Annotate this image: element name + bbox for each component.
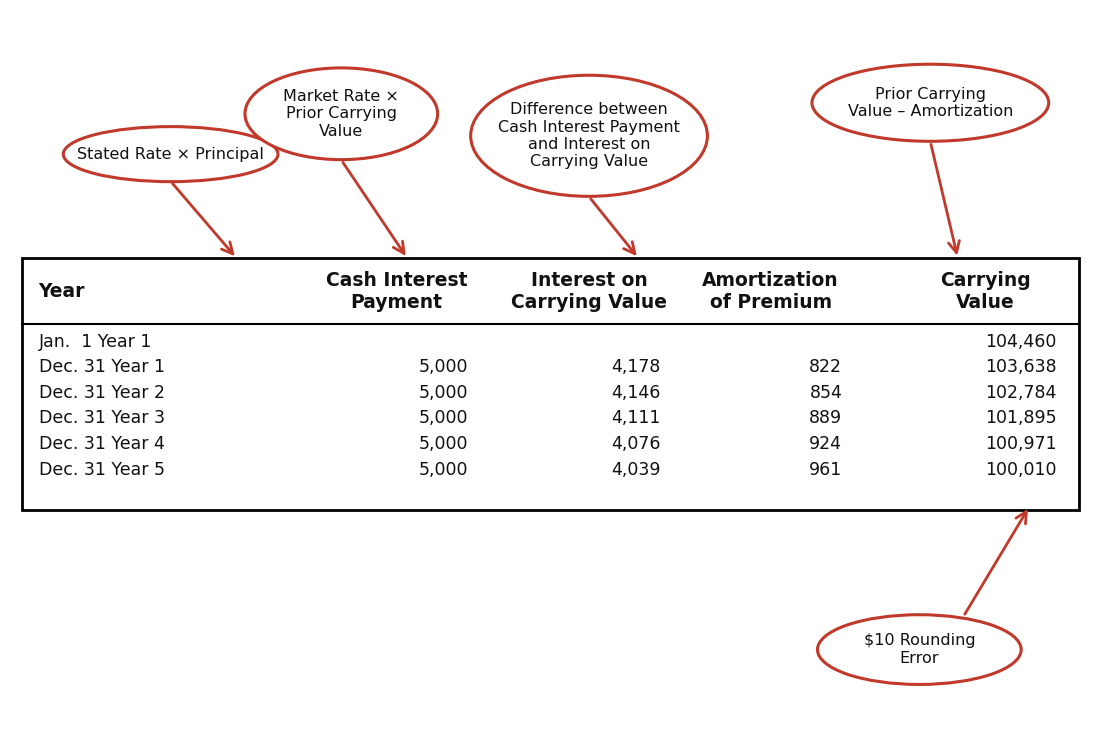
- Text: 101,895: 101,895: [985, 410, 1057, 427]
- Text: Dec. 31 Year 2: Dec. 31 Year 2: [39, 384, 164, 401]
- Text: 889: 889: [809, 410, 842, 427]
- Text: 4,178: 4,178: [611, 358, 661, 376]
- Ellipse shape: [813, 65, 1049, 141]
- Text: Cash Interest
Payment: Cash Interest Payment: [326, 271, 467, 312]
- Text: 104,460: 104,460: [985, 333, 1057, 351]
- Text: 5,000: 5,000: [418, 435, 468, 453]
- Text: 4,111: 4,111: [611, 410, 661, 427]
- Text: 5,000: 5,000: [418, 410, 468, 427]
- Text: Prior Carrying
Value – Amortization: Prior Carrying Value – Amortization: [848, 87, 1013, 119]
- Text: 4,146: 4,146: [611, 384, 661, 401]
- Text: Amortization
of Premium: Amortization of Premium: [702, 271, 839, 312]
- Text: Stated Rate × Principal: Stated Rate × Principal: [77, 147, 264, 161]
- Text: 822: 822: [809, 358, 842, 376]
- Text: 100,010: 100,010: [985, 461, 1057, 479]
- Text: 5,000: 5,000: [418, 461, 468, 479]
- Text: Dec. 31 Year 3: Dec. 31 Year 3: [39, 410, 164, 427]
- Ellipse shape: [471, 76, 707, 197]
- Text: 924: 924: [809, 435, 842, 453]
- Text: Dec. 31 Year 4: Dec. 31 Year 4: [39, 435, 164, 453]
- Text: 5,000: 5,000: [418, 384, 468, 401]
- Text: 5,000: 5,000: [418, 358, 468, 376]
- Text: Difference between
Cash Interest Payment
and Interest on
Carrying Value: Difference between Cash Interest Payment…: [498, 102, 680, 170]
- Text: 4,076: 4,076: [611, 435, 661, 453]
- Text: 961: 961: [809, 461, 842, 479]
- Text: Year: Year: [39, 282, 85, 301]
- Text: Jan.  1 Year 1: Jan. 1 Year 1: [39, 333, 152, 351]
- Text: 102,784: 102,784: [985, 384, 1057, 401]
- Ellipse shape: [817, 615, 1021, 684]
- Text: Carrying
Value: Carrying Value: [940, 271, 1031, 312]
- Text: 103,638: 103,638: [985, 358, 1057, 376]
- Text: Interest on
Carrying Value: Interest on Carrying Value: [511, 271, 667, 312]
- Bar: [22, 258, 1079, 510]
- Ellipse shape: [64, 126, 277, 181]
- Ellipse shape: [244, 68, 438, 160]
- Text: Dec. 31 Year 5: Dec. 31 Year 5: [39, 461, 164, 479]
- Text: 100,971: 100,971: [985, 435, 1057, 453]
- Text: 4,039: 4,039: [611, 461, 661, 479]
- Text: $10 Rounding
Error: $10 Rounding Error: [863, 633, 975, 666]
- Text: Market Rate ×
Prior Carrying
Value: Market Rate × Prior Carrying Value: [283, 89, 400, 139]
- Text: 854: 854: [809, 384, 842, 401]
- Text: Dec. 31 Year 1: Dec. 31 Year 1: [39, 358, 164, 376]
